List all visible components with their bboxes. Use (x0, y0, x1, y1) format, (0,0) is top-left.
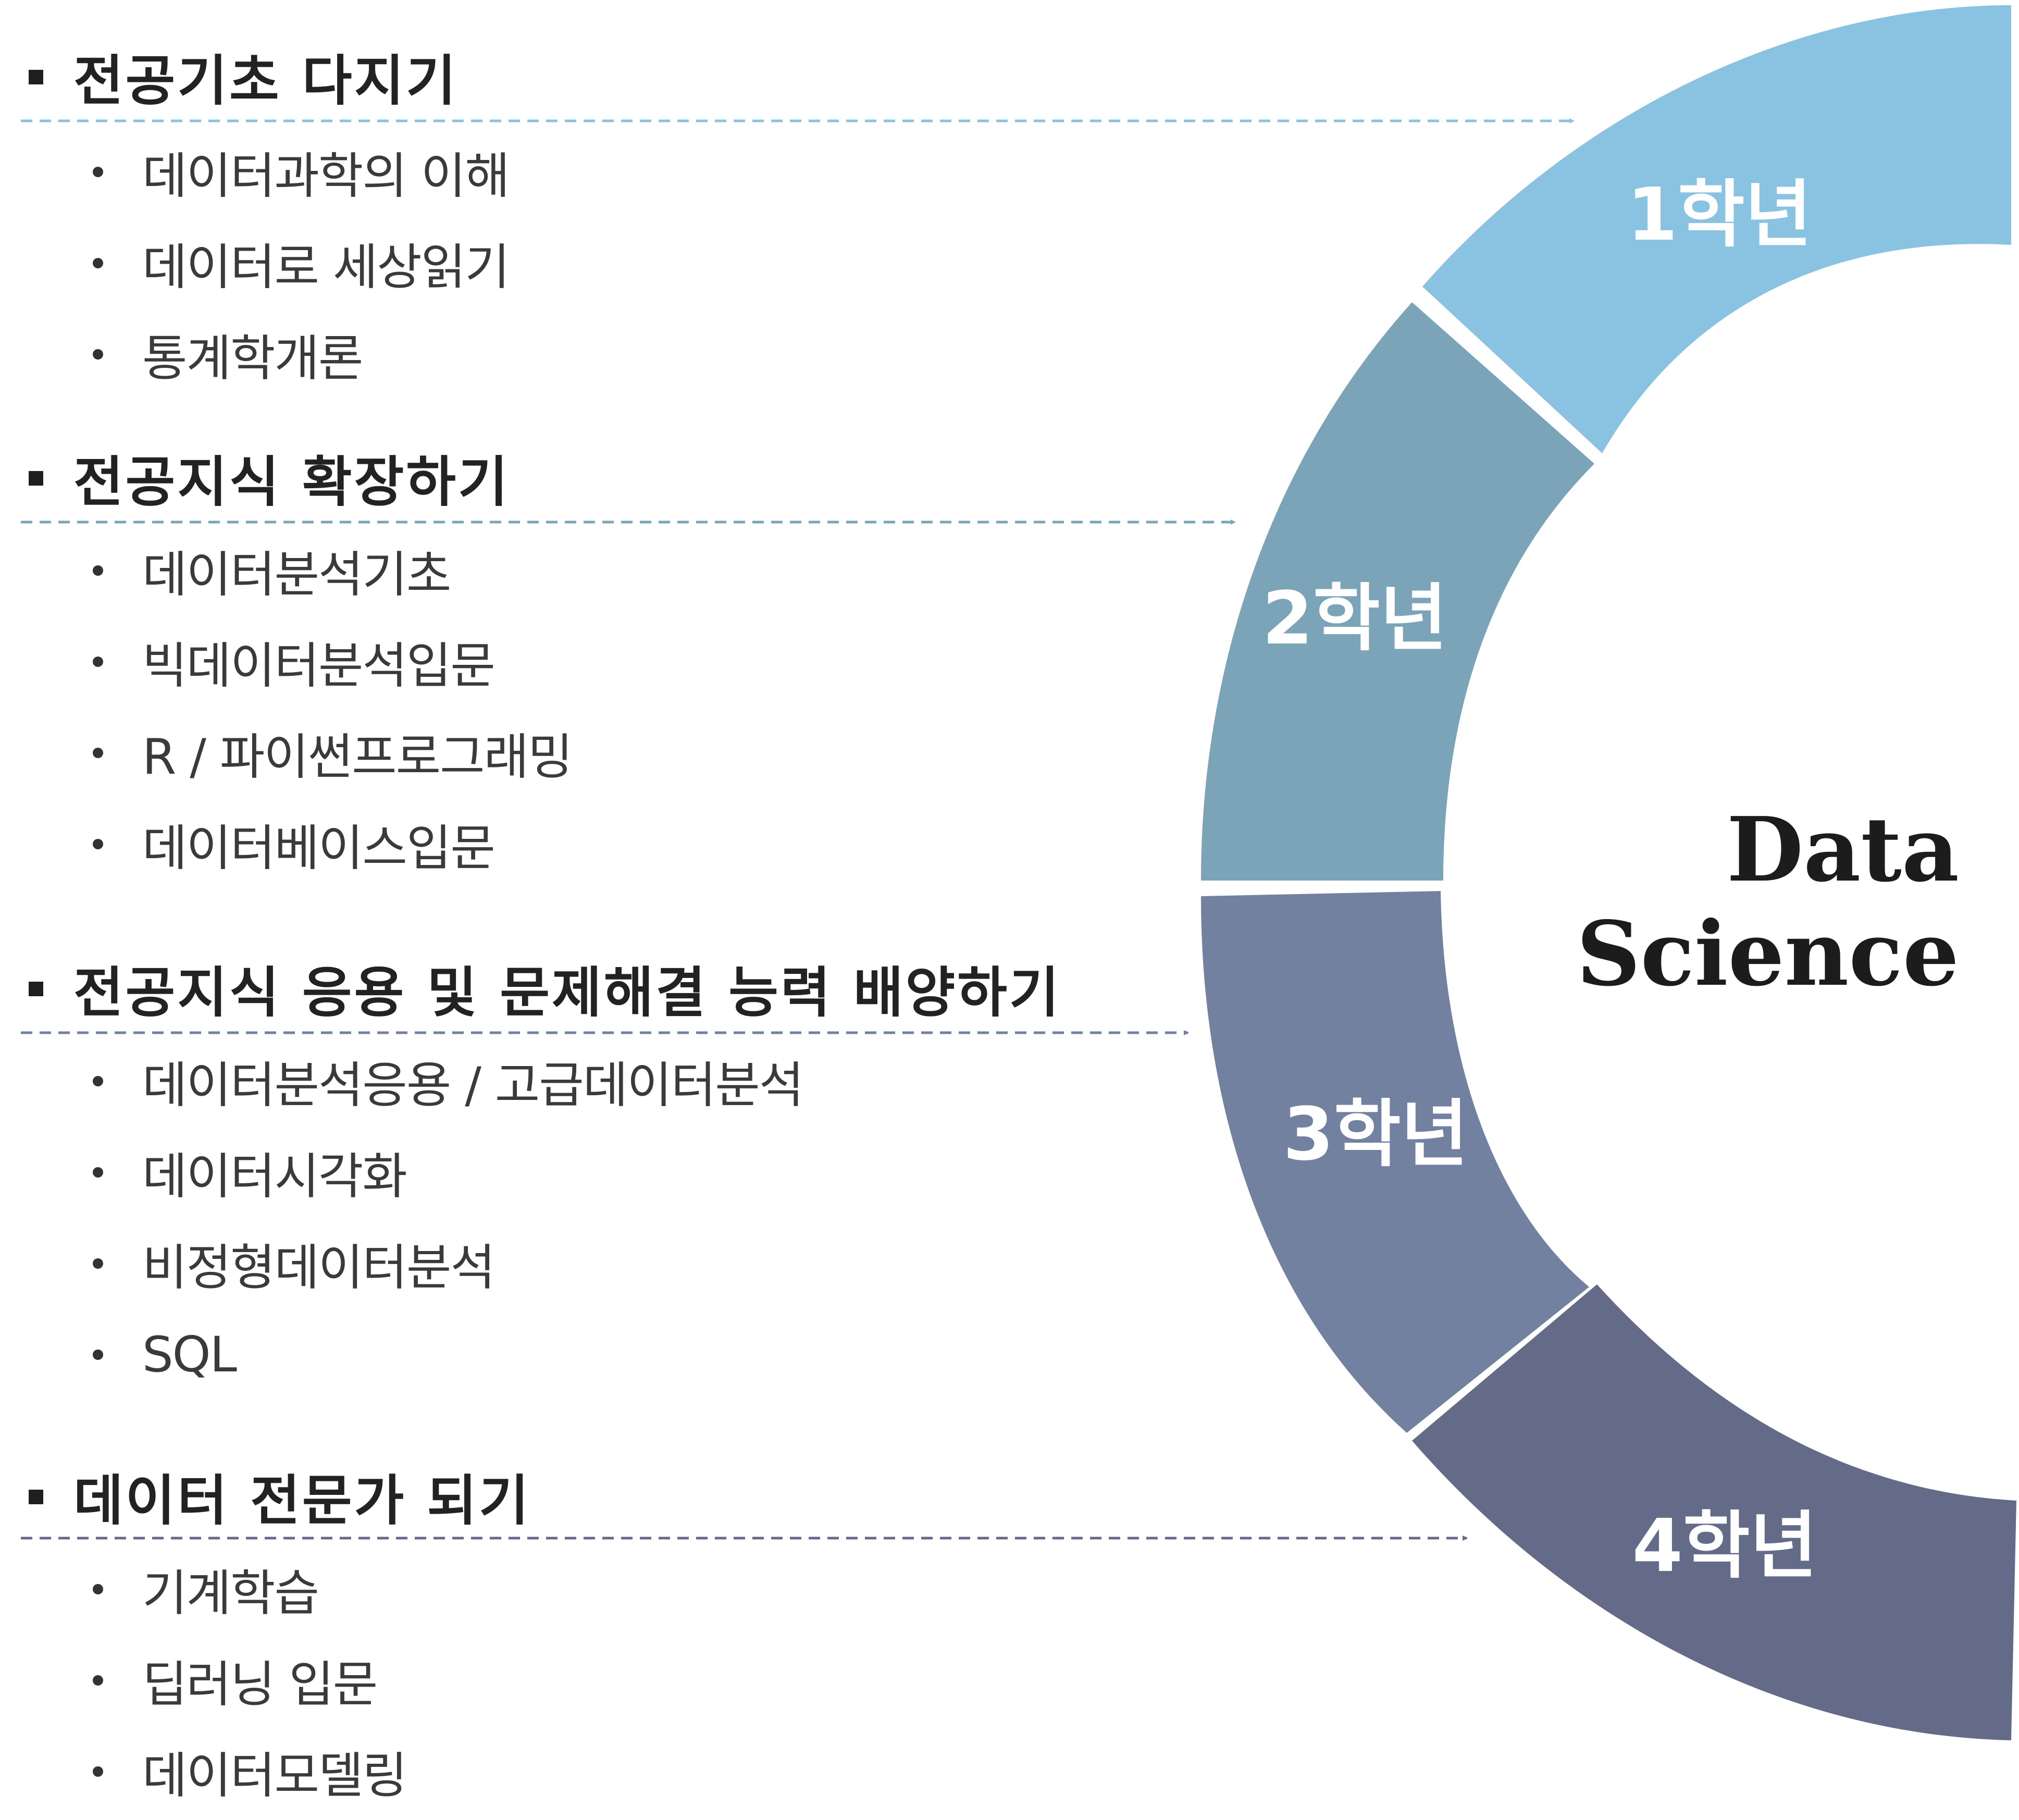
list-item: 딥러닝 입문 (93, 1649, 378, 1713)
list-item: 빅데이터분석입문 (93, 630, 496, 695)
section-2-heading: 전공지식 확장하기 (29, 443, 510, 514)
section-4-heading: 데이터 전문가 되기 (29, 1462, 531, 1532)
center-title-line-1: Data (1727, 798, 1959, 902)
bullet-dot-icon (93, 1349, 103, 1360)
section-3-heading: 전공지식 응용 및 문제해결 능력 배양하기 (29, 954, 1061, 1024)
bullet-dot-icon (93, 349, 103, 360)
course-name: 데이터모델링 (142, 1748, 407, 1804)
square-bullet-icon (29, 70, 43, 84)
bullet-dot-icon (93, 1766, 103, 1777)
bullet-dot-icon (93, 565, 103, 576)
course-name: R / 파이썬프로그래밍 (142, 729, 573, 786)
section-3-title: 전공지식 응용 및 문제해결 능력 배양하기 (73, 960, 1061, 1024)
list-item: 데이터베이스입문 (93, 813, 496, 877)
list-item: 데이터분석기초 (93, 539, 451, 603)
bullet-dot-icon (93, 657, 103, 667)
list-item: 데이터로 세상읽기 (93, 232, 510, 296)
section-2-title: 전공지식 확장하기 (73, 450, 510, 514)
course-name: 데이터베이스입문 (142, 820, 496, 877)
year-4-segment (1412, 1284, 2016, 1740)
list-item: 비정형데이터분석 (93, 1232, 496, 1296)
course-name: 딥러닝 입문 (142, 1656, 378, 1713)
bullet-dot-icon (93, 839, 103, 849)
year-3-label: 3학년 (1283, 1092, 1468, 1177)
year-3-segment (1201, 891, 1589, 1433)
bullet-dot-icon (93, 748, 103, 758)
course-name: SQL (142, 1326, 237, 1383)
bullet-dot-icon (93, 1167, 103, 1178)
course-name: 데이터시각화 (142, 1148, 407, 1205)
year-1-segment (1422, 5, 2011, 453)
course-name: 데이터분석기초 (142, 547, 451, 603)
section-1-heading: 전공기초 다지기 (29, 42, 458, 113)
course-name: 데이터로 세상읽기 (142, 239, 510, 296)
year-4-label: 4학년 (1632, 1504, 1817, 1589)
bullet-dot-icon (93, 1675, 103, 1686)
square-bullet-icon (29, 1490, 43, 1504)
list-item: 데이터과학의 이해 (93, 141, 510, 205)
course-name: 데이터분석응용 / 고급데이터분석 (142, 1057, 804, 1114)
list-item: 데이터시각화 (93, 1141, 407, 1205)
list-item: SQL (93, 1323, 237, 1386)
course-name: 통계학개론 (142, 330, 363, 387)
square-bullet-icon (29, 471, 43, 486)
bullet-dot-icon (93, 167, 103, 177)
center-title-line-2: Science (1577, 902, 1959, 1006)
year-2-segment (1201, 302, 1594, 881)
course-name: 비정형데이터분석 (142, 1240, 496, 1296)
list-item: R / 파이썬프로그래밍 (93, 722, 573, 786)
course-name: 빅데이터분석입문 (142, 638, 496, 695)
list-item: 통계학개론 (93, 323, 363, 387)
list-item: 데이터분석응용 / 고급데이터분석 (93, 1050, 804, 1114)
year-1-label: 1학년 (1627, 172, 1812, 257)
bullet-dot-icon (93, 1258, 103, 1269)
list-item: 데이터모델링 (93, 1740, 407, 1804)
bullet-dot-icon (93, 258, 103, 268)
course-name: 기계학습 (142, 1565, 319, 1622)
section-4-title: 데이터 전문가 되기 (73, 1468, 531, 1532)
bullet-dot-icon (93, 1584, 103, 1594)
course-name: 데이터과학의 이해 (142, 148, 510, 205)
year-2-label: 2학년 (1262, 576, 1447, 661)
square-bullet-icon (29, 982, 43, 996)
section-1-title: 전공기초 다지기 (73, 48, 458, 113)
bullet-dot-icon (93, 1076, 103, 1086)
list-item: 기계학습 (93, 1558, 319, 1622)
